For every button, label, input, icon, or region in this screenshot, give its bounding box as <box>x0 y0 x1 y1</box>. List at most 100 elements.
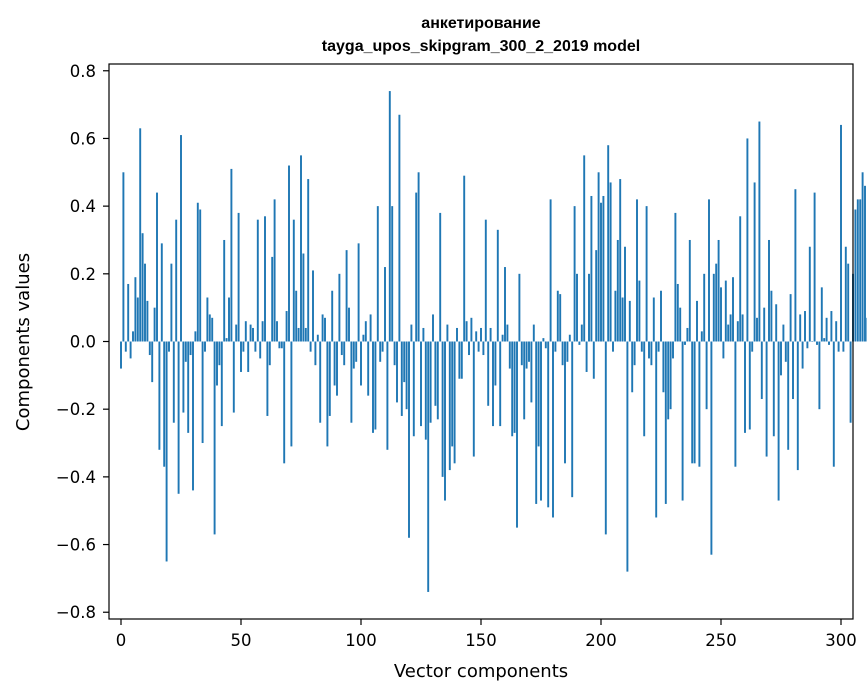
bar-23 <box>175 219 178 342</box>
bar-122 <box>412 341 415 437</box>
bar-227 <box>664 341 667 504</box>
bar-167 <box>520 341 523 366</box>
bar-104 <box>369 314 372 342</box>
bar-45 <box>228 297 230 342</box>
bar-156 <box>494 341 497 386</box>
bar-226 <box>662 341 665 393</box>
bar-17 <box>160 243 163 342</box>
bar-268 <box>763 307 766 342</box>
bar-191 <box>578 341 581 345</box>
bar-177 <box>544 341 547 349</box>
bar-224 <box>657 341 660 352</box>
bar-25 <box>180 135 182 342</box>
bar-285 <box>804 311 806 342</box>
bar-295 <box>828 341 830 345</box>
bar-14 <box>153 307 156 342</box>
bar-92 <box>340 341 343 356</box>
bar-20 <box>168 341 170 352</box>
bar-154 <box>489 327 492 342</box>
bar-280 <box>792 341 794 400</box>
x-tick-label: 250 <box>705 631 737 650</box>
bar-26 <box>182 341 185 413</box>
bar-235 <box>684 341 686 345</box>
bar-308 <box>859 199 862 342</box>
bar-88 <box>331 290 334 342</box>
y-tick-label: 0.6 <box>70 129 96 148</box>
bar-145 <box>468 341 470 356</box>
bar-57 <box>256 219 259 342</box>
y-tick-label: −0.2 <box>56 400 96 419</box>
bar-126 <box>422 327 425 342</box>
bar-229 <box>669 341 672 410</box>
bar-103 <box>367 341 370 396</box>
bar-310 <box>864 185 866 342</box>
bar-296 <box>830 311 833 342</box>
bar-37 <box>208 314 211 342</box>
bar-281 <box>794 189 797 342</box>
bar-138 <box>451 341 454 447</box>
bar-47 <box>232 341 235 413</box>
bar-190 <box>576 273 578 342</box>
bar-242 <box>700 331 703 342</box>
x-axis-ticks: 0 50 100 150 200 250 300 <box>116 619 857 650</box>
bar-165 <box>516 341 518 528</box>
bar-249 <box>717 239 720 342</box>
bar-49 <box>237 212 240 342</box>
bar-283 <box>799 314 802 342</box>
bar-62 <box>268 341 271 366</box>
bar-220 <box>648 341 650 359</box>
bar-307 <box>856 199 859 342</box>
y-tick-label: −0.4 <box>56 468 96 487</box>
bar-27 <box>184 341 187 362</box>
bar-152 <box>484 219 487 342</box>
bar-180 <box>552 341 554 518</box>
bar-162 <box>508 341 511 369</box>
bar-108 <box>379 341 382 362</box>
bar-105 <box>372 341 374 433</box>
bar-291 <box>818 341 821 410</box>
bar-193 <box>583 155 586 342</box>
bar-38 <box>211 317 214 342</box>
bar-263 <box>751 341 754 352</box>
bar-279 <box>789 294 792 342</box>
bar-66 <box>278 341 281 349</box>
bar-212 <box>628 300 631 342</box>
bar-150 <box>480 327 482 342</box>
bar-274 <box>777 341 780 501</box>
bar-42 <box>220 341 223 427</box>
bar-109 <box>381 341 384 352</box>
bar-208 <box>619 179 622 342</box>
bar-195 <box>588 273 590 342</box>
bar-120 <box>408 341 410 538</box>
bar-272 <box>772 341 775 437</box>
bar-89 <box>333 341 336 386</box>
bar-111 <box>386 341 389 450</box>
bar-15 <box>156 192 158 342</box>
y-tick-label: 0.4 <box>70 197 96 216</box>
bar-94 <box>345 250 348 342</box>
bar-173 <box>535 341 538 504</box>
bar-233 <box>679 307 682 342</box>
bar-16 <box>158 341 161 450</box>
chart-title-line-1: анкетирование <box>421 15 541 32</box>
y-axis-ticks: −0.8 −0.6 −0.4 −0.2 0.0 0.2 0.4 0.6 0.8 <box>56 62 109 622</box>
bar-197 <box>592 341 595 379</box>
bar-137 <box>448 341 451 471</box>
bar-36 <box>206 297 209 342</box>
x-tick-label: 100 <box>345 631 377 650</box>
bar-18 <box>163 341 166 467</box>
bar-170 <box>528 341 530 362</box>
y-tick-label: −0.8 <box>56 603 96 622</box>
bar-267 <box>760 341 763 400</box>
bar-151 <box>482 341 485 356</box>
bar-123 <box>415 192 418 342</box>
bar-270 <box>768 239 770 342</box>
bar-256 <box>734 341 737 467</box>
bar-194 <box>585 341 588 372</box>
bar-74 <box>297 327 300 342</box>
x-tick-label: 0 <box>116 631 127 650</box>
bar-299 <box>837 341 840 352</box>
bar-182 <box>556 290 559 342</box>
bar-124 <box>417 172 420 342</box>
